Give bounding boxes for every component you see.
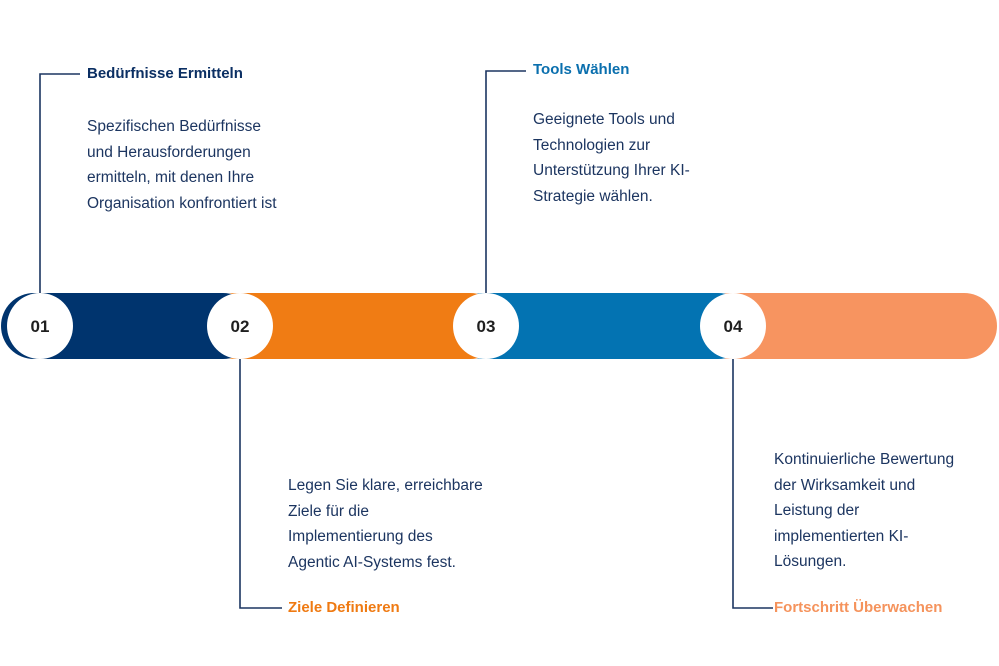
step-title-4: Fortschritt Überwachen <box>774 599 943 616</box>
step-markers: 01 02 03 04 <box>7 293 766 359</box>
step-circle-1 <box>7 293 73 359</box>
step-title-2: Ziele Definieren <box>288 599 400 616</box>
step-marker-3: 03 <box>453 293 519 359</box>
description-line: Lösungen. <box>774 553 847 570</box>
description-line: ermitteln, mit denen Ihre <box>87 169 255 186</box>
segment-3 <box>451 293 751 359</box>
step-number-1: 01 <box>31 317 50 336</box>
step-circle-2 <box>207 293 273 359</box>
segment-4 <box>697 293 997 359</box>
step-circle-4 <box>700 293 766 359</box>
connector-step-2 <box>239 356 282 609</box>
description-line: Organisation konfrontiert ist <box>87 194 277 212</box>
description-line: Technologien zur <box>533 136 651 154</box>
step-number-2: 02 <box>231 317 250 336</box>
step-marker-2: 02 <box>207 293 273 359</box>
segment-2 <box>203 293 503 359</box>
connector-step-4 <box>732 356 773 609</box>
description-line: Ziele für die <box>288 502 369 520</box>
step-number-4: 04 <box>724 317 743 336</box>
step-description-2: Legen Sie klare, erreichbare Ziele für di… <box>288 473 483 575</box>
step-description-3: Geeignete Tools und Technologien zur Unter… <box>533 107 690 209</box>
description-line: Agentic AI-Systems fest. <box>288 553 456 571</box>
description-line: und Herausforderungen <box>87 143 251 161</box>
description-line: Geeignete Tools und <box>533 111 675 128</box>
step-marker-1: 01 <box>7 293 73 359</box>
step-description-4: Kontinuierliche Bewertung der Wirksamkeit… <box>774 447 954 575</box>
description-line: Spezifischen Bedürfnisse <box>87 118 262 135</box>
description-line: implementierten KI- <box>774 527 909 545</box>
description-line: Unterstützung Ihrer KI- <box>533 162 690 179</box>
step-marker-4: 04 <box>700 293 766 359</box>
description-line: Leistung der <box>774 502 860 519</box>
description-line: Implementierung des <box>288 528 433 545</box>
connector-step-1 <box>39 73 80 296</box>
connector-step-3 <box>485 70 526 296</box>
step-description-1: Spezifischen Bedürfnisse und Herausforder… <box>87 114 277 216</box>
description-line: Legen Sie klare, erreichbare <box>288 477 483 494</box>
step-title-1: Bedürfnisse Ermitteln <box>87 65 243 82</box>
description-line: Kontinuierliche Bewertung <box>774 451 955 468</box>
step-title-3: Tools Wählen <box>533 61 630 78</box>
connector-lines <box>39 70 773 609</box>
description-line: Strategie wählen. <box>533 187 653 205</box>
description-line: der Wirksamkeit und <box>774 476 916 494</box>
step-circle-3 <box>453 293 519 359</box>
step-number-3: 03 <box>477 317 496 336</box>
